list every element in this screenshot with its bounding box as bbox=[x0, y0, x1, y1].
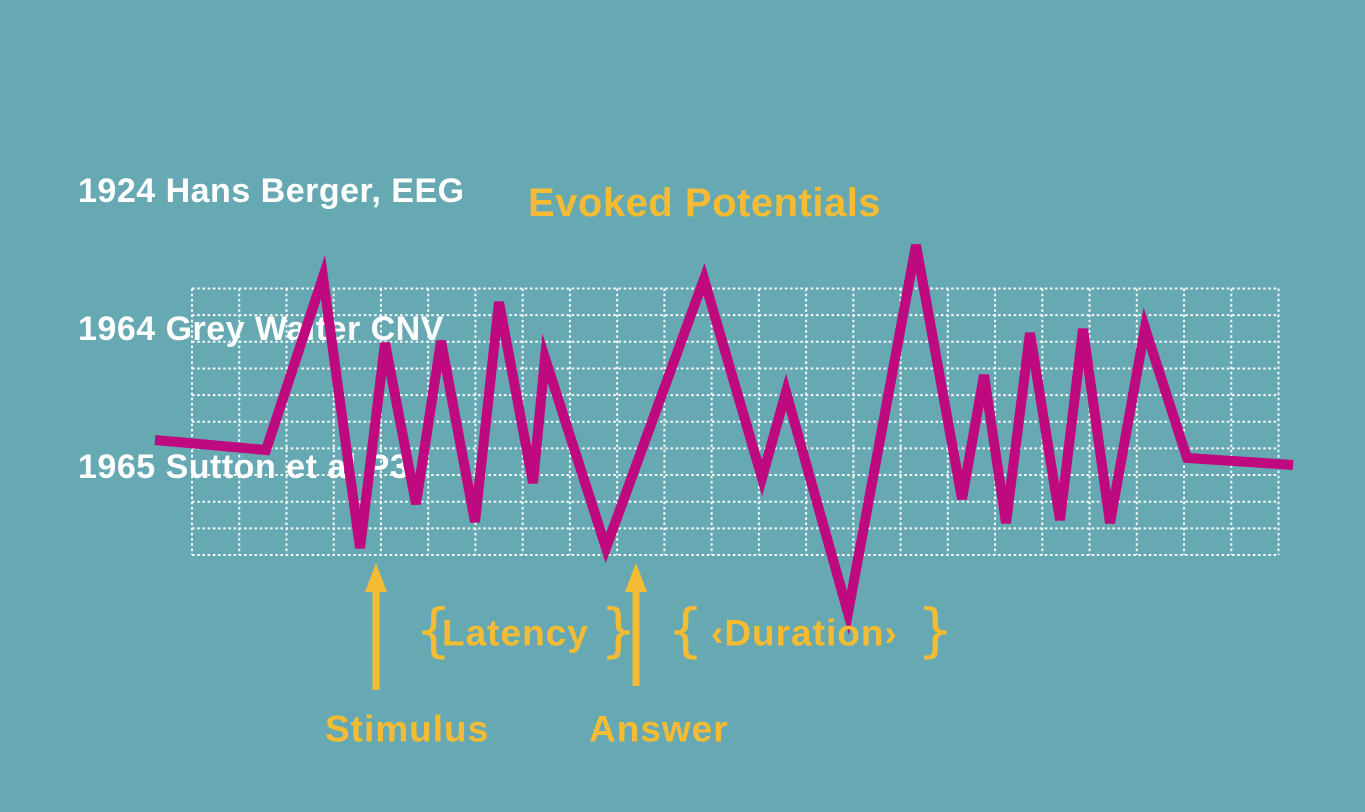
latency-label: Latency bbox=[442, 612, 589, 654]
latency-close-brace: } bbox=[600, 596, 637, 664]
history-list: 1924 Hans Berger, EEG 1964 Grey Walter C… bbox=[78, 76, 465, 582]
history-line-1: 1924 Hans Berger, EEG bbox=[78, 172, 465, 210]
duration-label: ‹Duration› bbox=[711, 612, 898, 654]
history-line-3: 1965 Sutton et al P3 bbox=[78, 448, 410, 486]
duration-close-brace: } bbox=[917, 596, 954, 664]
stimulus-label: Stimulus bbox=[325, 708, 490, 750]
page-title: Evoked Potentials bbox=[528, 181, 882, 225]
duration-open-brace: { bbox=[667, 596, 704, 664]
latency-open-brace: { bbox=[415, 596, 452, 664]
history-line-2: 1964 Grey Walter CNV bbox=[78, 310, 444, 348]
answer-label: Answer bbox=[589, 708, 729, 750]
answer-arrow-head-icon bbox=[625, 563, 647, 592]
